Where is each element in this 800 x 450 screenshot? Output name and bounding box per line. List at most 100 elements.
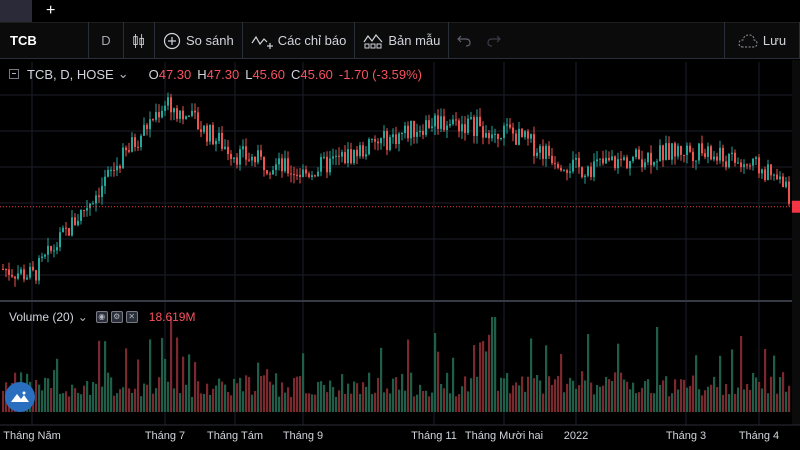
volume-bar [509,393,512,412]
volume-bar [521,376,524,412]
chevron-down-icon[interactable]: ⌄ [77,310,88,324]
volume-bar [116,393,119,412]
candle-body [530,134,532,139]
candle-body [677,146,679,157]
volume-bar [41,390,44,412]
legend-symbol[interactable]: TCB, D, HOSE [27,66,114,82]
candle-body [533,134,535,156]
legend-collapse-icon[interactable] [9,69,19,79]
volume-bar [209,394,212,412]
candle-body [614,156,616,169]
volume-bar [104,341,107,412]
volume-bar [269,381,272,412]
candle-body [683,154,685,156]
candle-body [536,152,538,156]
volume-bar [401,373,404,412]
new-tab-button[interactable]: + [46,2,56,19]
candle-body [119,165,121,169]
candle-body [401,132,403,134]
candle-body [386,131,388,151]
volume-bar [248,377,251,412]
candle-body [56,247,58,251]
indicators-button[interactable]: Các chỉ báo [243,22,355,59]
candle-body [674,143,676,157]
volume-bar [197,381,200,412]
candle-body [788,181,790,204]
active-tab[interactable] [0,0,32,22]
volume-bar [128,388,131,412]
volume-bar [641,387,644,412]
volume-bar [389,393,392,412]
candle-body [239,149,241,165]
candle-body [653,161,655,166]
candle-body [662,145,664,161]
candle-body [581,167,583,178]
volume-bar [422,390,425,412]
volume-bar [665,376,668,412]
tradingview-logo[interactable] [5,382,35,412]
interval-button[interactable]: D [101,33,111,48]
candle-body [395,134,397,145]
candle-body [362,145,364,157]
price-scale [792,60,800,425]
volume-bar [638,392,641,412]
volume-bar [455,396,458,412]
close-icon[interactable]: ✕ [125,311,138,323]
candle-body [713,156,715,160]
volume-bar [527,376,530,412]
save-button[interactable]: Lưu [725,22,799,59]
volume-bar [779,377,782,412]
volume-bar [263,375,266,412]
candle-body [770,164,772,176]
volume-bar [467,391,470,412]
volume-bar [278,396,281,412]
candle-body [623,157,625,160]
candle-body [440,116,442,129]
redo-button[interactable] [479,22,509,59]
candle-body [311,175,313,178]
undo-button[interactable] [449,22,479,59]
volume-bar [512,385,515,412]
candle-body [635,149,637,157]
volume-bar [605,376,608,412]
candle-body [404,125,406,133]
candle-body [446,125,448,131]
volume-bar [101,386,104,412]
compare-button[interactable]: So sánh [155,22,242,59]
volume-bar [152,393,155,412]
candle-body [125,147,127,151]
volume-bar [68,396,71,412]
templates-button[interactable]: Bản mẫu [355,22,448,59]
time-axis-label: Tháng 4 [738,430,780,442]
eye-icon[interactable]: ◉ [95,311,108,323]
candle-body [164,105,166,111]
volume-bar [536,374,539,412]
volume-bar [221,381,224,412]
volume-bar [188,354,191,412]
volume-bar [62,393,65,412]
volume-bar [359,393,362,412]
chart-style-button[interactable] [124,22,154,59]
candle-body [689,145,691,152]
candle-body [194,110,196,113]
candle-body [305,169,307,174]
time-axis-label: Tháng Mười hai [464,430,544,442]
candle-body [185,116,187,120]
volume-bar [602,385,605,412]
volume-bar [230,395,233,412]
chevron-down-icon[interactable]: ⌄ [117,66,129,81]
volume-bar [686,387,689,412]
volume-title[interactable]: Volume (20) [9,310,74,324]
volume-bar [689,385,692,412]
volume-bar [89,394,92,412]
top-toolbar: TCB D So sánh Các chỉ báo Bản mẫu [0,22,800,59]
volume-bar [53,370,56,412]
candle-body [128,150,130,152]
templates-label: Bản mẫu [388,33,441,48]
candle-body [371,139,373,141]
settings-icon[interactable]: ⚙ [110,311,123,323]
candle-body [578,157,580,168]
candle-body [512,127,514,134]
volume-bar [464,376,467,412]
symbol-search-button[interactable]: TCB [10,33,37,48]
